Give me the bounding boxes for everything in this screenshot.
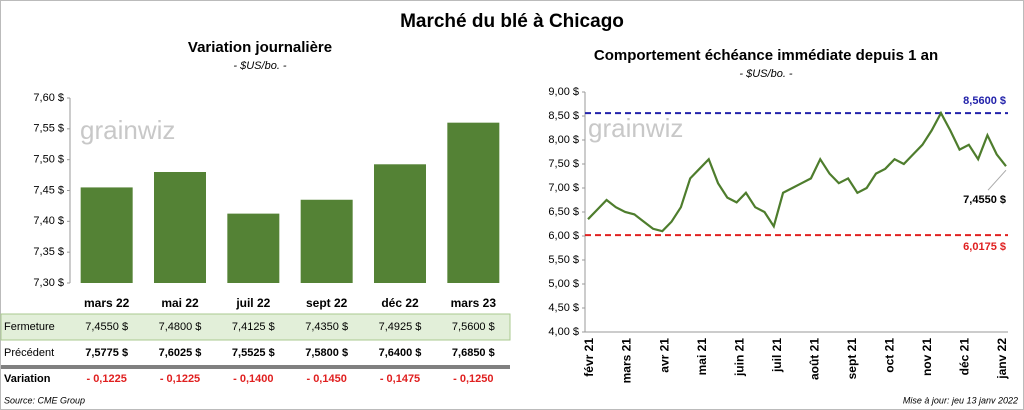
x-tick-label: juin 21 (732, 338, 746, 377)
table-cell: 7,6400 $ (379, 347, 422, 359)
end-label: 7,4550 $ (963, 194, 1006, 206)
value-label: 7,4925 $ (379, 321, 422, 333)
x-tick-label: mai 21 (695, 338, 709, 376)
x-tick-label: déc 21 (958, 338, 972, 376)
x-tick-label: nov 21 (920, 338, 934, 376)
y-tick-label: 4,00 $ (548, 326, 579, 338)
y-tick-label: 8,50 $ (548, 110, 579, 122)
y-tick-label: 7,00 $ (548, 182, 579, 194)
x-tick-label: sept 21 (845, 338, 859, 380)
row-fermeture (0, 313, 511, 341)
bar (80, 187, 133, 283)
x-tick-label: mai 22 (161, 296, 199, 310)
table-cell: 7,5775 $ (85, 347, 128, 359)
bar (447, 122, 500, 284)
price-line (587, 110, 1007, 233)
table-cell: - 0,1450 (306, 373, 346, 385)
value-label: 7,4125 $ (232, 321, 275, 333)
page-title: Marché du blé à Chicago (400, 11, 624, 32)
table-cell: - 0,1250 (453, 373, 493, 385)
value-label: 7,4350 $ (305, 321, 348, 333)
x-tick-label: sept 22 (306, 296, 348, 310)
x-tick-label: févr 21 (582, 338, 596, 377)
chart-subtitle: - $US/bo. - (739, 68, 793, 80)
bar (227, 213, 280, 283)
bar (300, 199, 353, 283)
table-cell: - 0,1475 (380, 373, 420, 385)
x-tick-label: juil 22 (235, 296, 270, 310)
y-tick-label: 7,30 $ (33, 277, 64, 289)
source: Source: CME Group (4, 395, 85, 405)
y-tick-label: 7,55 $ (33, 123, 64, 135)
table-cell: - 0,1225 (160, 373, 200, 385)
y-tick-label: 5,50 $ (548, 254, 579, 266)
y-tick-label: 9,00 $ (548, 86, 579, 98)
reference-label: 6,0175 $ (963, 241, 1006, 253)
watermark: grainwiz (588, 113, 683, 143)
x-tick-label: déc 22 (381, 296, 419, 310)
y-tick-label: 8,00 $ (548, 134, 579, 146)
table-cell: 7,6850 $ (452, 347, 495, 359)
x-tick-label: oct 21 (883, 338, 897, 373)
row-label: Fermeture (4, 321, 55, 333)
value-label: 7,5600 $ (452, 321, 495, 333)
y-tick-label: 7,60 $ (33, 92, 64, 104)
x-tick-label: juil 21 (770, 338, 784, 373)
y-tick-label: 6,50 $ (548, 206, 579, 218)
chart-subtitle: - $US/bo. - (233, 60, 287, 72)
value-label: 7,4800 $ (159, 321, 202, 333)
x-tick-label: avr 21 (657, 338, 671, 373)
x-tick-label: janv 22 (995, 338, 1009, 380)
bar (154, 172, 206, 283)
table-cell: 7,5800 $ (305, 347, 348, 359)
y-tick-label: 7,50 $ (548, 158, 579, 170)
table-cell: - 0,1400 (233, 373, 273, 385)
chart-title: Comportement échéance immédiate depuis 1… (594, 47, 938, 64)
reference-label: 8,5600 $ (963, 95, 1006, 107)
y-tick-label: 6,00 $ (548, 230, 579, 242)
y-tick-label: 4,50 $ (548, 302, 579, 314)
watermark: grainwiz (80, 115, 175, 145)
row-label: Variation (4, 373, 51, 385)
x-tick-label: août 21 (807, 338, 821, 380)
y-tick-label: 7,35 $ (33, 246, 64, 258)
updated: Mise à jour: jeu 13 janv 2022 (903, 395, 1018, 405)
y-tick-label: 7,40 $ (33, 215, 64, 227)
table-cell: - 0,1225 (86, 373, 126, 385)
value-label: 7,4550 $ (85, 321, 128, 333)
y-tick-label: 7,50 $ (33, 154, 64, 166)
table-cell: 7,6025 $ (159, 347, 202, 359)
y-tick-label: 7,45 $ (33, 184, 64, 196)
x-tick-label: mars 23 (451, 296, 497, 310)
chart-title: Variation journalière (188, 39, 332, 56)
table-cell: 7,5525 $ (232, 347, 275, 359)
y-tick-label: 5,00 $ (548, 278, 579, 290)
end-pointer (987, 169, 1007, 191)
x-tick-label: mars 22 (84, 296, 130, 310)
bar (374, 164, 426, 283)
row-label: Précédent (4, 347, 54, 359)
x-tick-label: mars 21 (620, 338, 634, 384)
